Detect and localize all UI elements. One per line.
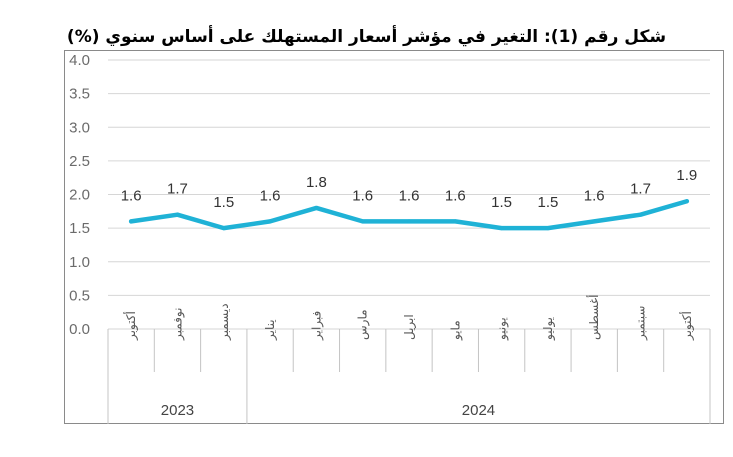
data-point [684, 199, 689, 204]
x-category-label: مايو [448, 320, 463, 341]
y-tick-label: 0.5 [69, 287, 90, 304]
data-label: 1.5 [213, 194, 234, 211]
x-category-label: أكتوبر [679, 311, 695, 341]
data-point [499, 226, 504, 231]
data-label: 1.7 [630, 181, 651, 198]
data-label: 1.6 [584, 187, 605, 204]
x-category-label: مارس [356, 309, 371, 340]
y-tick-label: 1.5 [69, 220, 90, 237]
data-label: 1.6 [260, 187, 281, 204]
data-point [129, 219, 134, 224]
data-label: 1.6 [121, 187, 142, 204]
y-tick-label: 0.0 [69, 321, 90, 338]
x-category-label: يناير [263, 319, 278, 341]
data-label: 1.6 [352, 187, 373, 204]
x-category-label: سبتمبر [634, 306, 649, 341]
data-point [314, 205, 319, 210]
data-point [453, 219, 458, 224]
data-point [545, 226, 550, 231]
x-category-label: نوفمبر [170, 308, 185, 341]
data-point [592, 219, 597, 224]
y-tick-label: 4.0 [69, 52, 90, 69]
year-label: 2023 [161, 402, 194, 419]
data-point [268, 219, 273, 224]
x-category-label: ابريل [402, 314, 417, 340]
y-tick-label: 2.0 [69, 187, 90, 204]
data-point [638, 212, 643, 217]
data-label: 1.8 [306, 174, 327, 191]
data-point [175, 212, 180, 217]
data-label: 1.7 [167, 181, 188, 198]
chart-frame [64, 50, 724, 424]
y-tick-label: 3.5 [69, 86, 90, 103]
x-category-label: يونيو [495, 317, 510, 341]
year-label: 2024 [462, 402, 495, 419]
x-category-label: فبراير [309, 311, 324, 341]
x-category-label: أكتوبر [123, 311, 139, 341]
y-tick-label: 1.0 [69, 254, 90, 271]
chart-title: شكل رقم (1): التغير في مؤشر أسعار المسته… [66, 27, 667, 47]
data-point [360, 219, 365, 224]
data-point [221, 226, 226, 231]
x-category-label: يوليو [541, 317, 556, 341]
data-label: 1.9 [676, 167, 697, 184]
data-label: 1.6 [445, 187, 466, 204]
x-category-label: ديسمبر [217, 303, 232, 341]
data-label: 1.6 [399, 187, 420, 204]
y-tick-label: 2.5 [69, 153, 90, 170]
y-tick-label: 3.0 [69, 119, 90, 136]
x-category-label: أغسطس [586, 295, 602, 340]
data-point [407, 219, 411, 224]
data-label: 1.5 [491, 194, 512, 211]
data-label: 1.5 [537, 194, 558, 211]
